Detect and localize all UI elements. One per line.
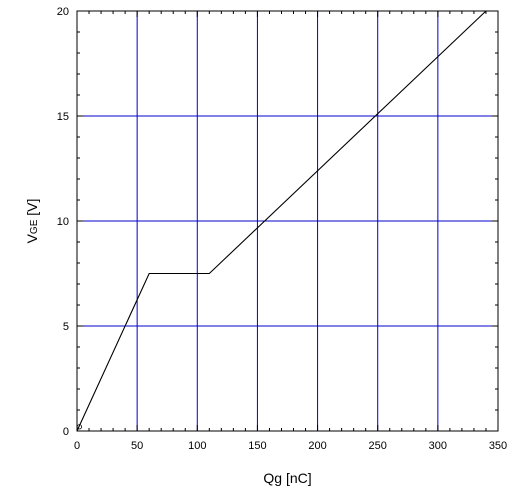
x-tick-label-250: 250 bbox=[369, 440, 387, 452]
y-axis-title-subscript: GE bbox=[29, 219, 40, 234]
x-tick-label-100: 100 bbox=[188, 440, 206, 452]
x-axis-title: Qg [nC] bbox=[263, 470, 311, 486]
x-tick-label-300: 300 bbox=[429, 440, 447, 452]
series-line-0 bbox=[76, 10, 487, 432]
y-tick-label-20: 20 bbox=[57, 6, 69, 18]
y-tick-label-15: 15 bbox=[57, 111, 69, 123]
x-tick-label-350: 350 bbox=[489, 440, 507, 452]
tick-labels: 0 50 100 150 200 250 300 350 0 5 10 15 20 bbox=[57, 6, 507, 452]
x-tick-label-0: 0 bbox=[74, 440, 80, 452]
y-tick-label-5: 5 bbox=[63, 321, 69, 333]
y-tick-label-10: 10 bbox=[57, 216, 69, 228]
x-tick-label-150: 150 bbox=[248, 440, 266, 452]
x-tick-label-200: 200 bbox=[308, 440, 326, 452]
y-axis-title-main: V bbox=[24, 233, 40, 243]
y-tick-label-0: 0 bbox=[63, 426, 69, 438]
tick-marks bbox=[76, 10, 499, 432]
y-axis-title-unit: [V] bbox=[24, 199, 40, 220]
grid-lines bbox=[77, 11, 498, 431]
x-tick-label-50: 50 bbox=[131, 440, 143, 452]
y-axis-title: VGE [V] bbox=[24, 199, 40, 244]
